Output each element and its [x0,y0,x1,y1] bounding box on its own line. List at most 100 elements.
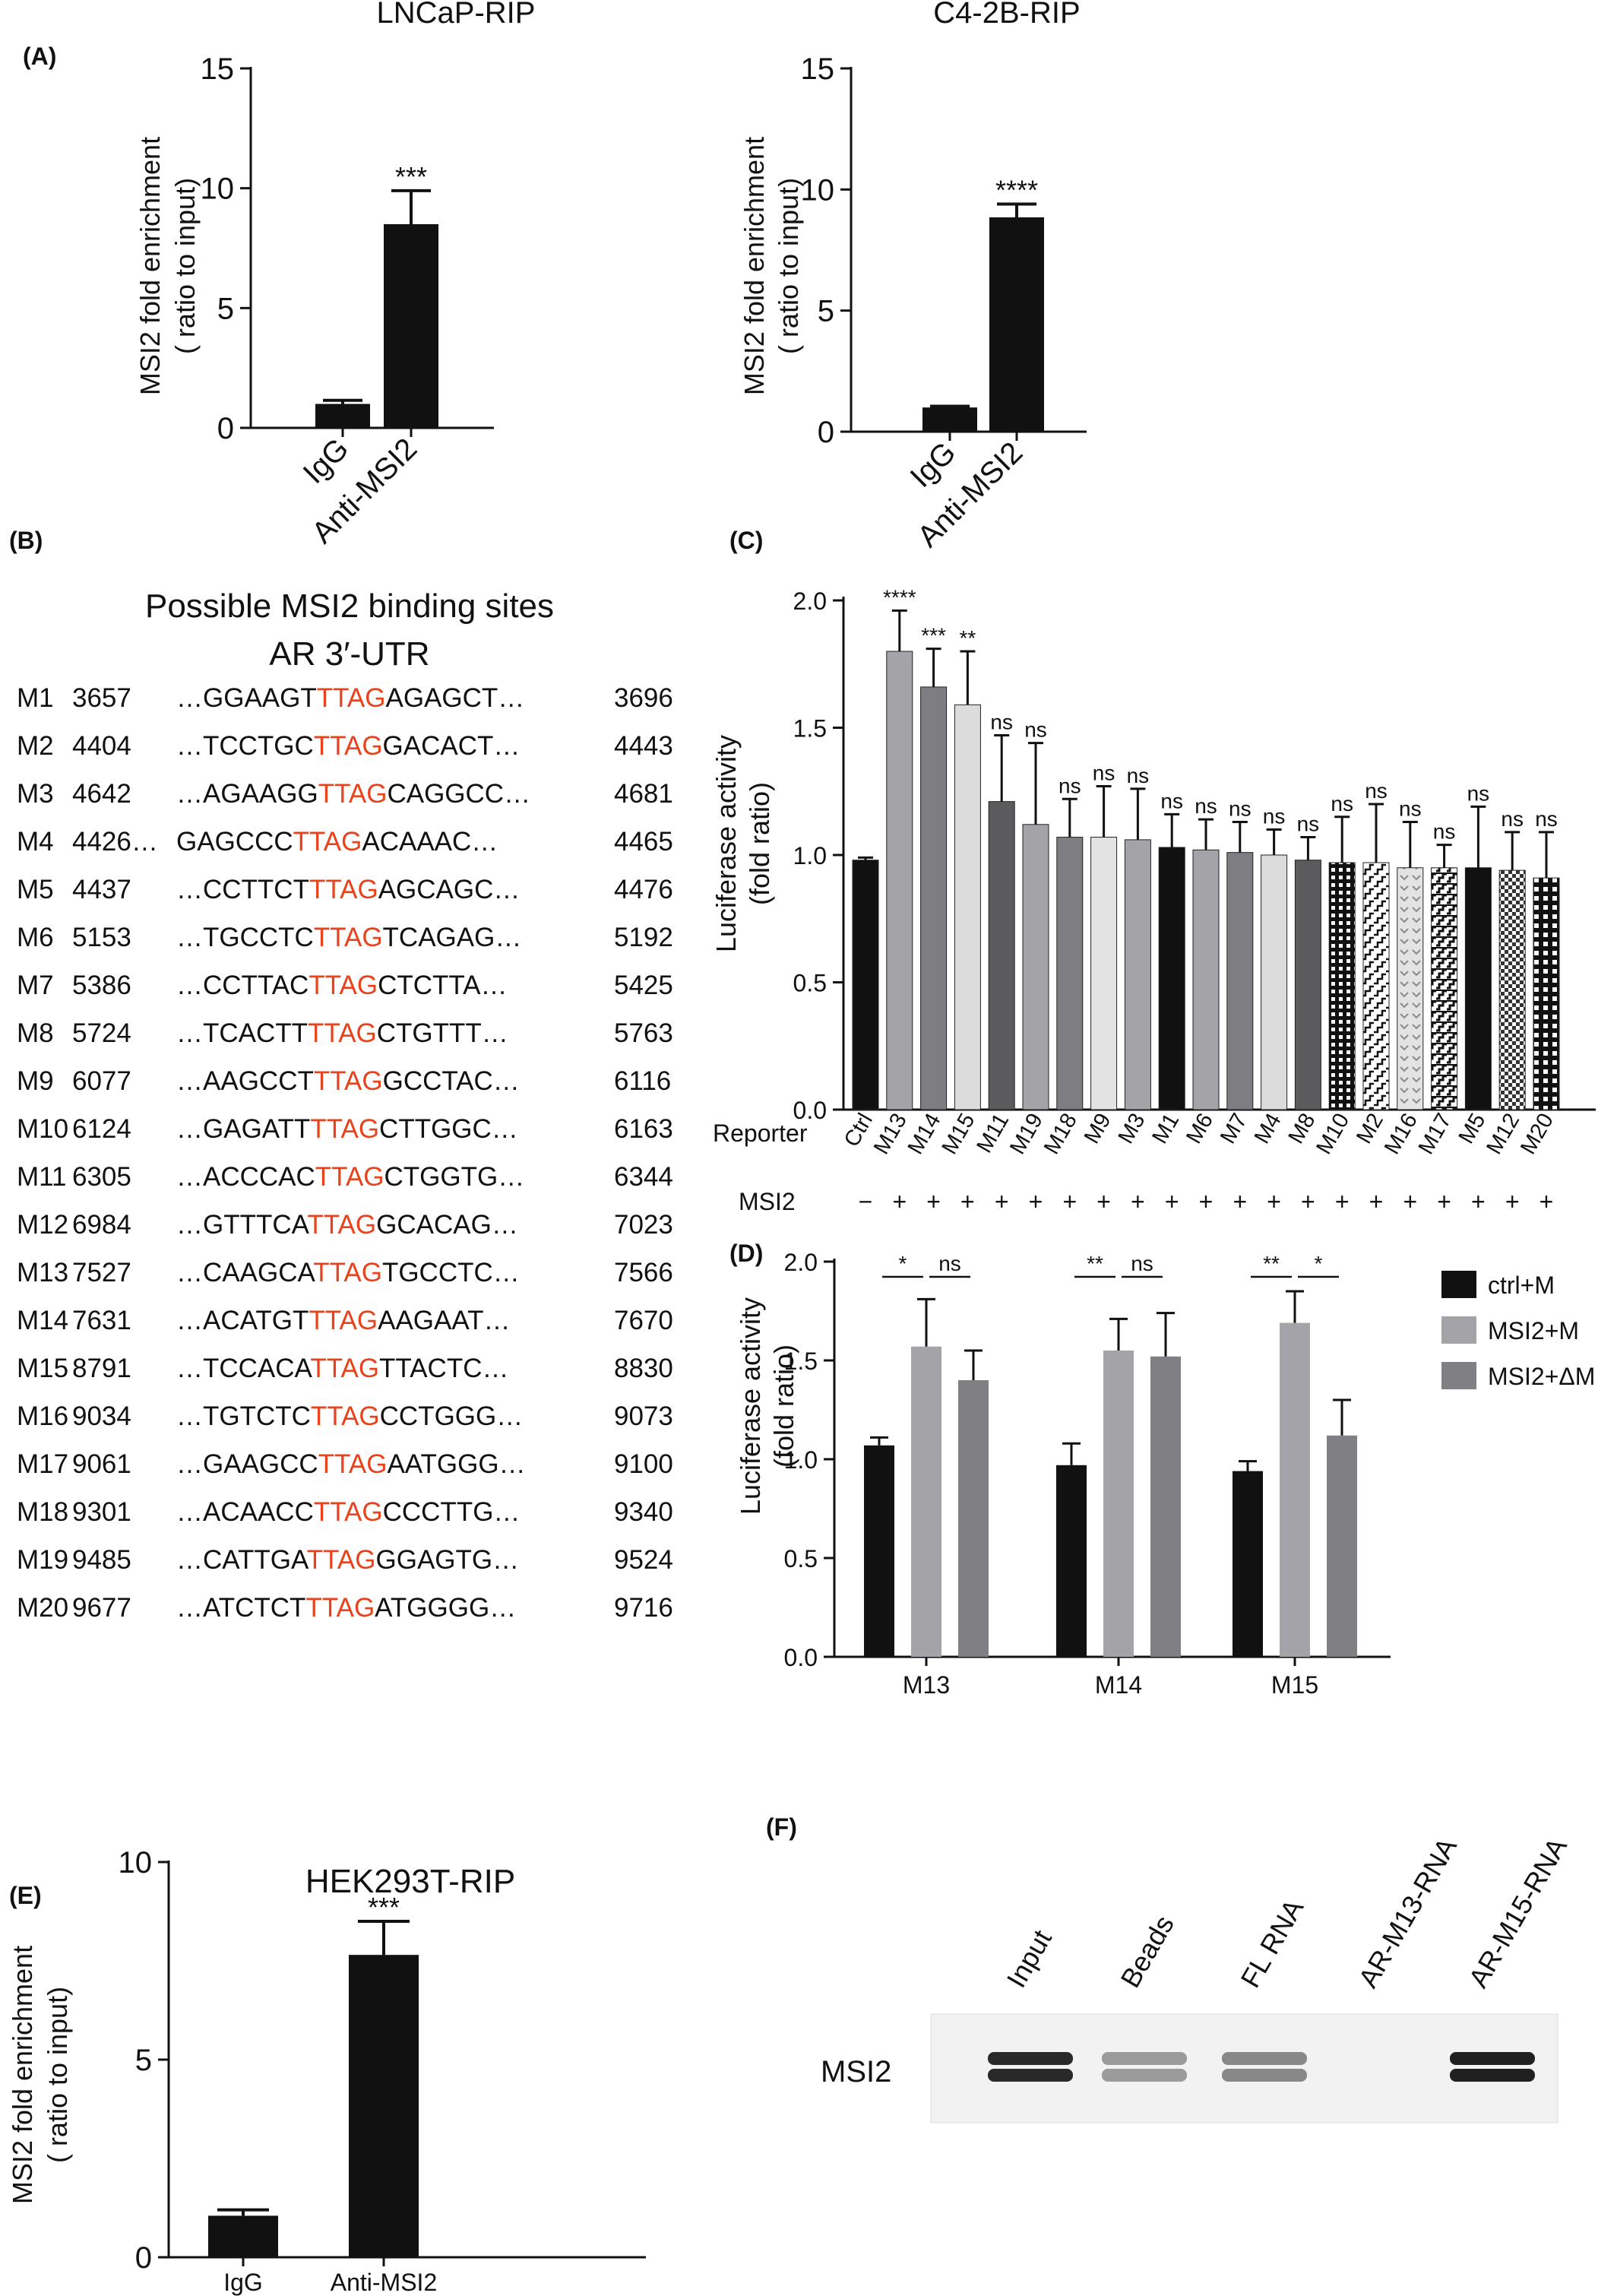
c-sig-label-12: ns [1263,805,1286,828]
blot-row-label: MSI2 [821,2055,891,2089]
c-bar-M12 [1498,869,1526,1110]
d-sig-label: ns [938,1252,961,1275]
site-motif: TTAG [315,1162,384,1192]
c-bar-M10 [1328,862,1356,1110]
a-right-bar-1 [989,217,1044,432]
panel-a-letter: (A) [23,43,56,70]
c-bar-M1 [1158,847,1185,1110]
blot-band-upper-2 [1222,2052,1307,2065]
d-bar-M15-1 [1280,1322,1310,1657]
site-id-M20: M20 [17,1593,68,1623]
site-motif: TTAG [293,827,362,857]
d-bar-M14-0 [1056,1465,1087,1657]
c-sig-label-4: ns [990,711,1013,734]
site-sequence: …ATCTCTTTAGATGGGG… [176,1593,516,1623]
d-legend-swatch-0 [1441,1271,1476,1298]
site-start: 4404 [72,731,131,761]
c-msi2-sign-17: + [1437,1188,1451,1215]
c-y-tick-label: 2.0 [793,587,827,615]
site-motif: TTAG [314,731,383,761]
c-msi2-sign-20: + [1539,1188,1554,1215]
western-blot: Input Beads FL RNA AR-M13-RNA AR-M15-RNA [930,1832,1573,2123]
c-x-label-16: M16 [1380,1110,1422,1159]
c-x-label-3: M15 [938,1110,980,1159]
site-motif: TTAG [307,1545,376,1575]
c-x-label-11: M7 [1216,1110,1252,1148]
site-id-M16: M16 [17,1401,68,1431]
c-sig-label-6: ns [1058,774,1081,797]
c-bar-M15 [954,704,981,1110]
site-sequence: …GAGATTTTAGCTTGGC… [176,1114,518,1144]
site-sequence: …GTTTCATTAGGCACAG… [176,1210,518,1240]
site-motif: TTAG [314,923,383,952]
site-motif: TTAG [308,1018,377,1048]
site-id-M4: M4 [17,827,54,857]
c-bar-M11 [988,801,1015,1110]
site-end: 9100 [614,1449,673,1479]
a-left-y-tick-label: 5 [217,292,234,325]
site-id-M7: M7 [17,971,54,1000]
site-motif: TTAG [305,1593,375,1623]
site-motif: TTAG [309,875,378,904]
c-x-label-4: M11 [972,1110,1014,1158]
site-prefix: …AAGCCT [176,1066,314,1096]
e-y-tick-label: 0 [135,2241,152,2275]
chart-c: 0.00.51.01.52.0Ctrl−****M13+***M14+**M15… [793,585,1596,1215]
panel-b-letter: (B) [9,527,43,554]
c-x-label-19: M12 [1482,1110,1524,1159]
site-motif: TTAG [318,779,388,809]
site-end: 4465 [614,827,673,857]
site-start: 7527 [72,1258,131,1287]
site-end: 6116 [614,1066,671,1096]
c-x-label-9: M1 [1147,1110,1184,1148]
site-end: 5425 [614,971,673,1000]
c-bar-M8 [1294,860,1321,1110]
site-id-M8: M8 [17,1018,54,1048]
c-sig-label-10: ns [1195,794,1217,818]
c-bar-M6 [1192,849,1220,1110]
c-msi2-sign-4: + [995,1188,1009,1215]
site-end: 9524 [614,1545,673,1575]
d-y-tick-label: 2.0 [784,1249,818,1276]
blot-band-upper-4 [1450,2052,1535,2065]
c-y-tick-label: 0.0 [793,1097,827,1124]
site-start: 9061 [72,1449,131,1479]
c-sig-label-11: ns [1229,796,1252,820]
c-bar-M7 [1226,852,1254,1110]
c-sig-label-2: *** [921,624,946,648]
c-bar-M4 [1261,854,1288,1110]
site-prefix: …CCTTAC [176,971,309,1000]
site-sequence: …GGAAGTTTAGAGAGCT… [176,683,524,713]
c-sig-label-14: ns [1331,792,1353,815]
blot-lane-label-3: AR-M13-RNA [1352,1832,1463,1993]
d-x-label-M13: M13 [903,1671,950,1699]
site-sequence: …CAAGCATTAGTGCCTC… [176,1258,520,1287]
d-bar-M15-0 [1233,1471,1263,1657]
panel-a-right-title: C4-2B-RIP [933,0,1080,30]
c-bar-M5 [1464,867,1492,1110]
site-sequence: …CATTGATTAGGGAGTG… [176,1545,519,1575]
site-suffix: CCTGGG… [380,1401,524,1431]
site-suffix: GACACT… [383,731,521,761]
site-end: 5192 [614,923,673,952]
a-left-bar-1 [384,223,438,428]
site-motif: TTAG [310,1114,379,1144]
site-prefix: …AGAAGG [176,779,318,809]
blot-band-upper-1 [1102,2052,1187,2065]
a-right-bar-0 [922,407,977,432]
c-bar-M20 [1533,877,1560,1110]
site-start: 6305 [72,1162,131,1192]
a-right-x-label-0: IgG [904,435,963,494]
d-legend-label-2: MSI2+ΔM [1488,1363,1595,1390]
e-y-tick-label: 5 [135,2044,152,2077]
blot-band-lower-4 [1450,2069,1535,2082]
site-end: 5763 [614,1018,673,1048]
site-sequence: …TCCTGCTTAGGACACT… [176,731,520,761]
panel-f-letter: (F) [766,1813,797,1841]
c-bar-M13 [886,651,913,1110]
d-sig-label: * [1315,1252,1323,1275]
c-msi2-sign-12: + [1267,1188,1281,1215]
site-sequence: …GAAGCCTTAGAATGGG… [176,1449,526,1479]
panel-a-left-ylabel-2: ( ratio to input) [169,178,201,354]
